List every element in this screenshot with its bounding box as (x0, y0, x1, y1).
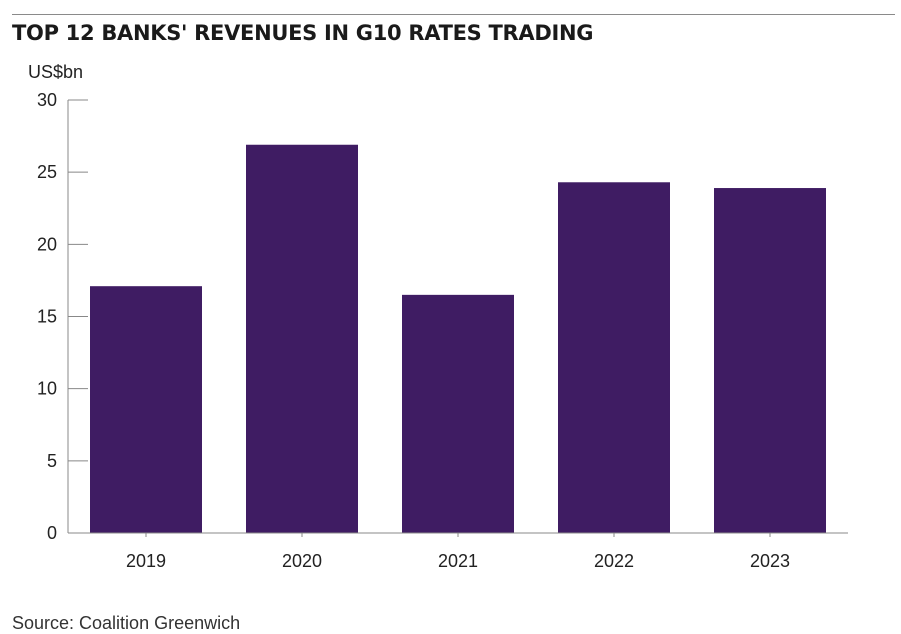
chart-title: TOP 12 BANKS' REVENUES IN G10 RATES TRAD… (12, 21, 594, 45)
x-tick-label: 2019 (126, 551, 166, 571)
bar-2021 (402, 294, 514, 533)
bars (90, 144, 826, 533)
x-tick-label: 2023 (750, 551, 790, 571)
x-tick-label: 2021 (438, 551, 478, 571)
x-tick-label: 2020 (282, 551, 322, 571)
bar-chart: US$bn 0 5 10 15 20 25 30 2019 2020 2021 2022 2023 (28, 62, 848, 571)
y-tick-label: 10 (37, 379, 57, 399)
y-tick-label: 5 (47, 451, 57, 471)
y-tick-label: 20 (37, 234, 57, 254)
y-tick-label: 0 (47, 523, 57, 543)
y-axis: 0 5 10 15 20 25 30 (37, 90, 88, 543)
source-note: Source: Coalition Greenwich (12, 613, 241, 633)
x-tick-label: 2022 (594, 551, 634, 571)
bar-2023 (714, 188, 826, 533)
bar-2022 (558, 182, 670, 533)
y-tick-label: 15 (37, 307, 57, 327)
y-axis-label: US$bn (28, 62, 83, 82)
bar-2020 (246, 144, 358, 533)
y-tick-label: 25 (37, 162, 57, 182)
y-tick-label: 30 (37, 90, 57, 110)
bar-2019 (90, 286, 202, 533)
x-axis: 2019 2020 2021 2022 2023 (68, 532, 848, 571)
top-rule (12, 14, 895, 15)
